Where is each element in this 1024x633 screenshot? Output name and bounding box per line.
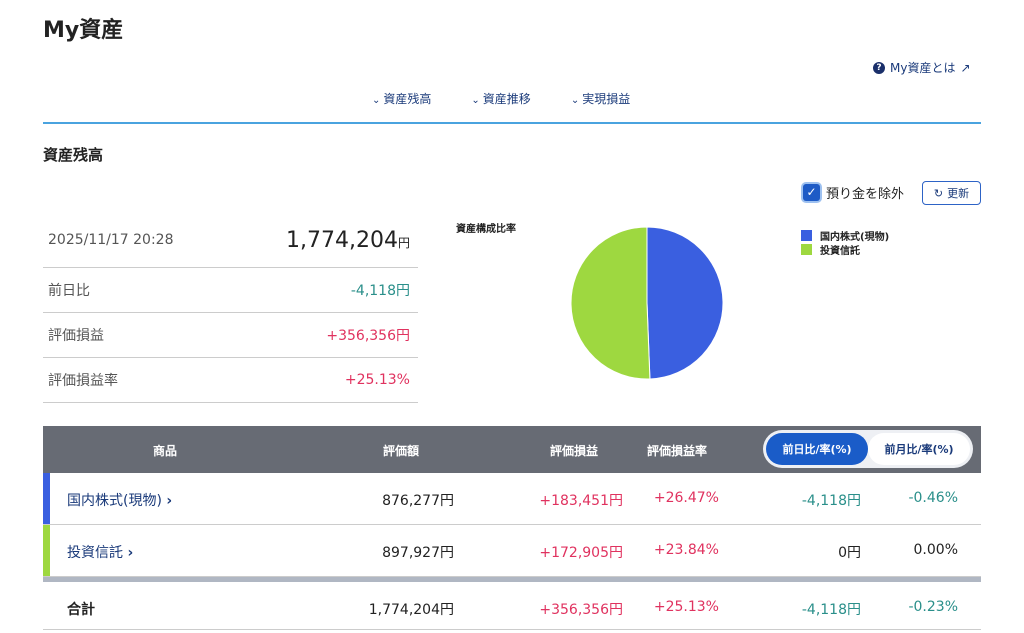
legend-swatch	[801, 229, 812, 241]
chevron-down-icon: ⌄	[372, 95, 381, 106]
product-name: 投資信託	[67, 545, 123, 561]
chevron-right-icon: ›	[127, 545, 134, 561]
cell-diff-rate: -0.46%	[908, 490, 958, 506]
row-value: -4,118円	[350, 283, 410, 299]
product-link[interactable]: 投資信託 ›	[67, 542, 133, 562]
row-value: +25.13%	[344, 372, 410, 388]
divider	[43, 122, 981, 124]
anchor-label: 資産推移	[482, 92, 531, 106]
table-row: 投資信託 › 897,927円 +172,905円 +23.84% 0円 0.0…	[43, 525, 981, 577]
legend-label: 国内株式(現物)	[820, 231, 890, 243]
external-link-icon: ↗	[960, 60, 971, 75]
total-separator	[43, 577, 981, 582]
legend-item: 投資信託	[801, 242, 889, 257]
anchor-trend[interactable]: ⌄ 資産推移	[471, 90, 530, 107]
summary-row: 前日比 -4,118円	[43, 268, 418, 313]
cell-pl: +172,905円	[539, 545, 623, 561]
anchor-realized[interactable]: ⌄ 実現損益	[571, 90, 630, 107]
pie-slice-1	[570, 226, 651, 380]
col-header: 評価損益	[550, 444, 599, 458]
product-link[interactable]: 国内株式(現物) ›	[67, 490, 172, 510]
toggle-daily[interactable]: 前日比/率(%)	[766, 433, 868, 465]
cell-diff: -4,118円	[801, 493, 861, 509]
pie-slice-0	[646, 226, 724, 380]
cell-diff-rate: -0.23%	[908, 599, 958, 615]
pie-chart	[570, 226, 724, 380]
help-link[interactable]: ? My資産とは ↗	[873, 59, 971, 76]
cell-plr: +25.13%	[653, 599, 719, 615]
section-title: 資産残高	[43, 146, 104, 164]
product-name: 国内株式(現物)	[67, 493, 162, 509]
chevron-right-icon: ›	[166, 493, 173, 509]
summary-total-row: 2025/11/17 20:28 1,774,204円	[43, 213, 418, 268]
category-color-bar	[43, 473, 50, 524]
chevron-down-icon: ⌄	[570, 95, 580, 106]
datetime: 2025/11/17 20:28	[48, 232, 174, 248]
summary-row: 評価損益 +356,356円	[43, 313, 418, 358]
total-row: 合計 1,774,204円 +356,356円 +25.13% -4,118円 …	[43, 582, 981, 630]
table-header: 商品 評価額 評価損益 評価損益率 前日比/率(%) 前月比/率(%)	[43, 426, 981, 473]
yen-unit: 円	[397, 235, 410, 250]
help-link-label: My資産とは	[890, 61, 956, 75]
cell-plr: +23.84%	[653, 542, 719, 558]
category-color-bar	[43, 525, 50, 576]
total-amount: 1,774,204	[286, 227, 398, 253]
chevron-down-icon: ⌄	[471, 95, 480, 106]
row-label: 評価損益	[48, 328, 104, 344]
legend-swatch	[801, 243, 812, 255]
cell-plr: +26.47%	[653, 490, 719, 506]
total-value: 1,774,204円	[286, 228, 410, 253]
anchor-nav: ⌄ 資産残高 ⌄ 資産推移 ⌄ 実現損益	[372, 90, 630, 107]
cell-value: 876,277円	[382, 493, 454, 509]
legend-item: 国内株式(現物)	[801, 228, 890, 243]
row-label: 評価損益率	[48, 373, 118, 389]
chart-title: 資産構成比率	[456, 224, 516, 235]
question-icon: ?	[873, 61, 885, 74]
page-title: My資産	[43, 18, 124, 43]
col-header: 商品	[153, 444, 178, 458]
cell-diff: -4,118円	[801, 602, 861, 618]
cell-diff: 0円	[838, 545, 861, 561]
summary-row: 評価損益率 +25.13%	[43, 358, 418, 403]
cell-pl: +183,451円	[539, 493, 623, 509]
col-header: 評価額	[383, 444, 420, 458]
row-value: +356,356円	[326, 328, 410, 344]
check-icon: ✓	[803, 184, 820, 201]
anchor-balance[interactable]: ⌄ 資産残高	[372, 90, 431, 107]
legend-label: 投資信託	[820, 245, 860, 257]
refresh-button[interactable]: ↻ 更新	[922, 181, 981, 205]
total-label: 合計	[67, 602, 95, 618]
summary-panel: 2025/11/17 20:28 1,774,204円 前日比 -4,118円 評価…	[43, 213, 418, 403]
chart-legend: 国内株式(現物) 投資信託	[801, 228, 890, 257]
anchor-label: 資産残高	[383, 92, 432, 106]
toggle-monthly[interactable]: 前月比/率(%)	[868, 433, 970, 465]
exclude-deposit-checkbox[interactable]: ✓ 預り金を除外	[803, 183, 904, 202]
anchor-label: 実現損益	[582, 92, 631, 106]
cell-value: 897,927円	[382, 545, 454, 561]
period-toggle: 前日比/率(%) 前月比/率(%)	[763, 430, 973, 468]
cell-diff-rate: 0.00%	[913, 542, 958, 558]
checkbox-label: 預り金を除外	[826, 187, 905, 202]
cell-value: 1,774,204円	[368, 602, 454, 618]
cell-pl: +356,356円	[539, 602, 623, 618]
holdings-table: 商品 評価額 評価損益 評価損益率 前日比/率(%) 前月比/率(%) 国内株式…	[43, 426, 981, 630]
col-header: 評価損益率	[647, 444, 708, 458]
refresh-icon: ↻	[933, 186, 944, 200]
row-label: 前日比	[48, 283, 90, 299]
refresh-label: 更新	[947, 187, 970, 200]
table-row: 国内株式(現物) › 876,277円 +183,451円 +26.47% -4…	[43, 473, 981, 525]
